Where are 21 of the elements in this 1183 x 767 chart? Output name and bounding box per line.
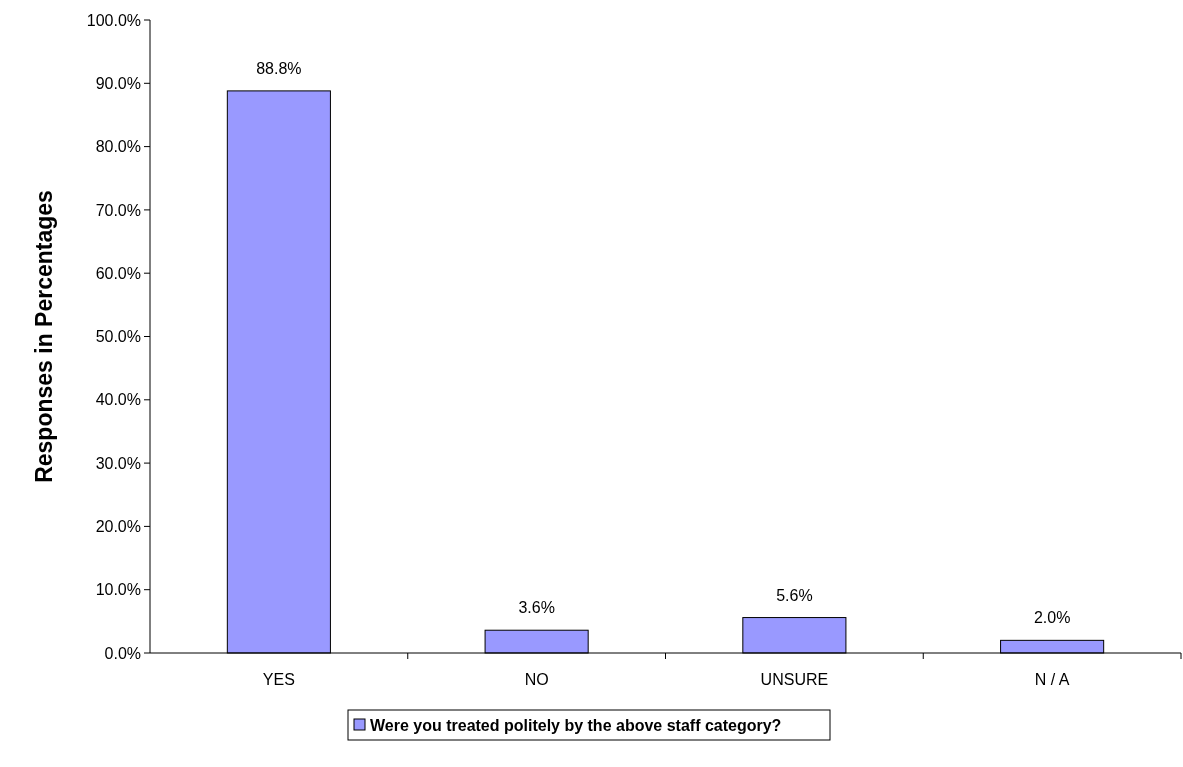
x-tick-label: N / A (1034, 671, 1070, 688)
y-tick-label: 40.0% (95, 391, 141, 409)
y-tick-label: 100.0% (86, 11, 141, 29)
data-label: 3.6% (518, 599, 555, 617)
y-tick-label: 90.0% (95, 74, 141, 92)
x-tick-label: YES (262, 671, 295, 688)
y-axis-title: Responses in Percentages (31, 190, 57, 483)
y-tick-label: 30.0% (95, 454, 141, 472)
y-tick-label: 10.0% (95, 581, 141, 599)
y-tick-label: 60.0% (95, 264, 141, 282)
y-tick-label: 50.0% (95, 328, 141, 346)
x-tick-label: NO (524, 671, 549, 688)
y-tick-label: 80.0% (95, 138, 141, 156)
y-tick-label: 70.0% (95, 201, 141, 219)
y-tick-label: 20.0% (95, 518, 141, 535)
data-label: 88.8% (256, 59, 302, 77)
y-tick-label: 0.0% (104, 644, 141, 662)
x-tick-label: UNSURE (760, 671, 829, 688)
data-label: 2.0% (1033, 609, 1071, 627)
legend-label: Were you treated politely by the above staff category? (370, 717, 782, 734)
data-label: 5.6% (776, 586, 813, 604)
